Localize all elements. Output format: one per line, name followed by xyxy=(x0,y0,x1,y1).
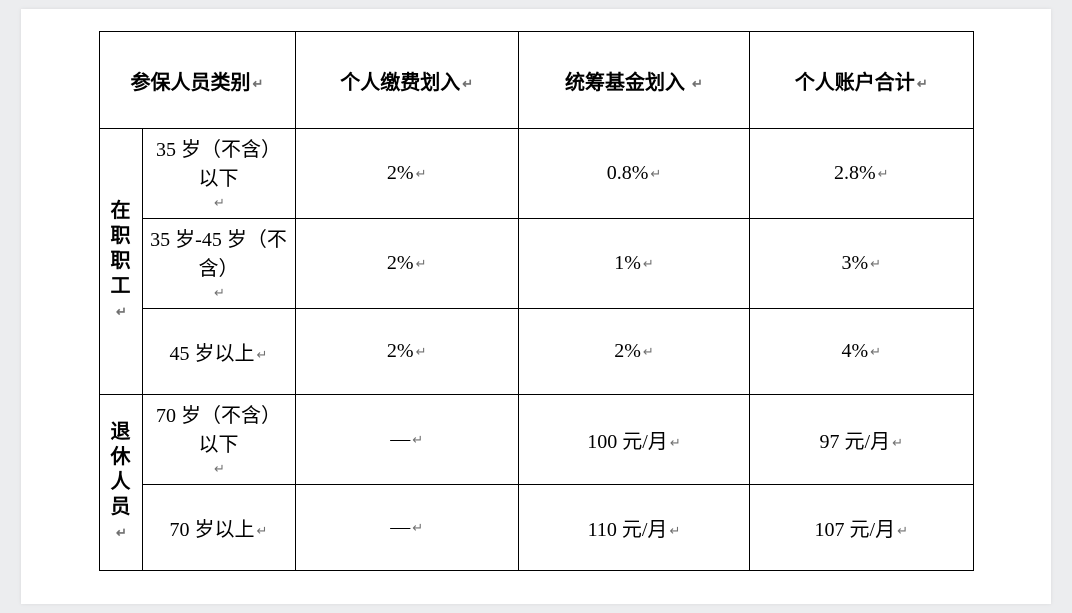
cell-age-range-value: 70 岁（不含）以下 xyxy=(149,399,289,457)
return-marker-icon: ↵ xyxy=(416,344,427,359)
return-marker-icon: ↵ xyxy=(878,166,889,181)
cell-age-range: 35 岁-45 岁（不含） ↵ xyxy=(142,219,295,309)
header-pooled-fund: 统筹基金划入 ↵ xyxy=(518,32,749,129)
return-marker-icon: ↵ xyxy=(116,525,127,540)
table-body: 在职职工↵ 35 岁（不含）以下↵ 2%↵ 0.8%↵ 2.8%↵ 35 岁-4… xyxy=(99,129,973,571)
return-marker-icon: ↵ xyxy=(870,256,881,271)
return-marker-icon: ↵ xyxy=(416,166,427,181)
return-marker-icon: ↵ xyxy=(116,304,127,319)
cell-personal-contribution: 2%↵ xyxy=(295,309,518,395)
table-row: 35 岁-45 岁（不含）↵ 2%↵ 1%↵ 3%↵ xyxy=(99,219,973,309)
cell-age-range-value: 45 岁以上 xyxy=(170,337,255,366)
cell-personal-contribution-value: 2% xyxy=(387,162,414,185)
cell-age-range: 45 岁以上↵ xyxy=(142,309,295,395)
table-row: 70 岁以上↵ —↵ 110 元/月↵ 107 元/月↵ xyxy=(99,485,973,571)
return-marker-icon: ↵ xyxy=(643,256,654,271)
header-personal-contribution: 个人缴费划入↵ xyxy=(295,32,518,129)
cell-age-range: 35 岁（不含）以下 ↵ xyxy=(142,129,295,219)
cell-pooled-fund-value: 110 元/月 xyxy=(588,513,668,542)
cell-pooled-fund-value: 1% xyxy=(614,252,641,275)
return-marker-icon: ↵ xyxy=(669,523,680,538)
cell-pooled-fund-value: 0.8% xyxy=(607,162,649,185)
cell-pooled-fund-value: 2% xyxy=(614,340,641,363)
return-marker-icon: ↵ xyxy=(257,523,268,538)
group-label-retired-text: 退休人员 xyxy=(104,420,138,520)
header-category: 参保人员类别↵ xyxy=(99,32,295,129)
cell-account-total: 97 元/月↵ xyxy=(750,395,973,485)
return-marker-icon: ↵ xyxy=(214,285,225,300)
cell-account-total-value: 3% xyxy=(841,252,868,275)
cell-personal-contribution-value: 2% xyxy=(387,252,414,275)
cell-account-total: 4%↵ xyxy=(750,309,973,395)
insurance-table: 参保人员类别↵ 个人缴费划入↵ 统筹基金划入 ↵ 个人账户合计↵ 在职职工↵ xyxy=(99,31,974,571)
return-marker-icon: ↵ xyxy=(870,344,881,359)
header-pooled-fund-label: 统筹基金划入 xyxy=(565,66,685,95)
return-marker-icon: ↵ xyxy=(214,461,225,476)
cell-personal-contribution-value: 2% xyxy=(387,340,414,363)
return-marker-icon: ↵ xyxy=(643,344,654,359)
table-row: 退休人员↵ 70 岁（不含）以下↵ —↵ 100 元/月↵ 97 元/月↵ xyxy=(99,395,973,485)
cell-pooled-fund: 1%↵ xyxy=(518,219,749,309)
header-category-label: 参保人员类别 xyxy=(131,66,251,95)
cell-account-total-value: 2.8% xyxy=(834,162,876,185)
return-marker-icon: ↵ xyxy=(650,166,661,181)
cell-personal-contribution-value: — xyxy=(390,516,410,539)
return-marker-icon: ↵ xyxy=(692,76,703,91)
cell-pooled-fund: 100 元/月↵ xyxy=(518,395,749,485)
page-container: 参保人员类别↵ 个人缴费划入↵ 统筹基金划入 ↵ 个人账户合计↵ 在职职工↵ xyxy=(21,9,1051,604)
cell-age-range-value: 35 岁-45 岁（不含） xyxy=(149,223,289,281)
return-marker-icon: ↵ xyxy=(892,435,903,450)
return-marker-icon: ↵ xyxy=(412,432,423,447)
return-marker-icon: ↵ xyxy=(253,76,264,91)
cell-account-total: 107 元/月↵ xyxy=(750,485,973,571)
header-row: 参保人员类别↵ 个人缴费划入↵ 统筹基金划入 ↵ 个人账户合计↵ xyxy=(99,32,973,129)
cell-personal-contribution: 2%↵ xyxy=(295,129,518,219)
cell-age-range: 70 岁以上↵ xyxy=(142,485,295,571)
return-marker-icon: ↵ xyxy=(462,76,473,91)
return-marker-icon: ↵ xyxy=(416,256,427,271)
cell-pooled-fund: 0.8%↵ xyxy=(518,129,749,219)
return-marker-icon: ↵ xyxy=(670,435,681,450)
group-label-retired: 退休人员 ↵ xyxy=(99,395,142,571)
group-label-active: 在职职工 ↵ xyxy=(99,129,142,395)
header-account-total: 个人账户合计↵ xyxy=(750,32,973,129)
cell-account-total: 2.8%↵ xyxy=(750,129,973,219)
table-row: 在职职工↵ 35 岁（不含）以下↵ 2%↵ 0.8%↵ 2.8%↵ xyxy=(99,129,973,219)
header-account-total-label: 个人账户合计 xyxy=(795,66,915,95)
cell-account-total-value: 97 元/月 xyxy=(820,425,891,454)
cell-pooled-fund: 110 元/月↵ xyxy=(518,485,749,571)
cell-personal-contribution: —↵ xyxy=(295,485,518,571)
table-row: 45 岁以上↵ 2%↵ 2%↵ 4%↵ xyxy=(99,309,973,395)
return-marker-icon: ↵ xyxy=(257,347,268,362)
cell-pooled-fund: 2%↵ xyxy=(518,309,749,395)
return-marker-icon: ↵ xyxy=(897,523,908,538)
table-header: 参保人员类别↵ 个人缴费划入↵ 统筹基金划入 ↵ 个人账户合计↵ xyxy=(99,32,973,129)
cell-account-total-value: 4% xyxy=(841,340,868,363)
return-marker-icon: ↵ xyxy=(412,520,423,535)
return-marker-icon: ↵ xyxy=(214,195,225,210)
cell-account-total-value: 107 元/月 xyxy=(815,513,896,542)
cell-age-range: 70 岁（不含）以下 ↵ xyxy=(142,395,295,485)
header-personal-contribution-label: 个人缴费划入 xyxy=(340,66,460,95)
cell-age-range-value: 35 岁（不含）以下 xyxy=(149,133,289,191)
cell-account-total: 3%↵ xyxy=(750,219,973,309)
group-label-active-text: 在职职工 xyxy=(104,199,138,299)
cell-personal-contribution: —↵ xyxy=(295,395,518,485)
cell-personal-contribution-value: — xyxy=(390,428,410,451)
cell-age-range-value: 70 岁以上 xyxy=(170,513,255,542)
return-marker-icon: ↵ xyxy=(917,76,928,91)
cell-personal-contribution: 2%↵ xyxy=(295,219,518,309)
cell-pooled-fund-value: 100 元/月 xyxy=(587,425,668,454)
